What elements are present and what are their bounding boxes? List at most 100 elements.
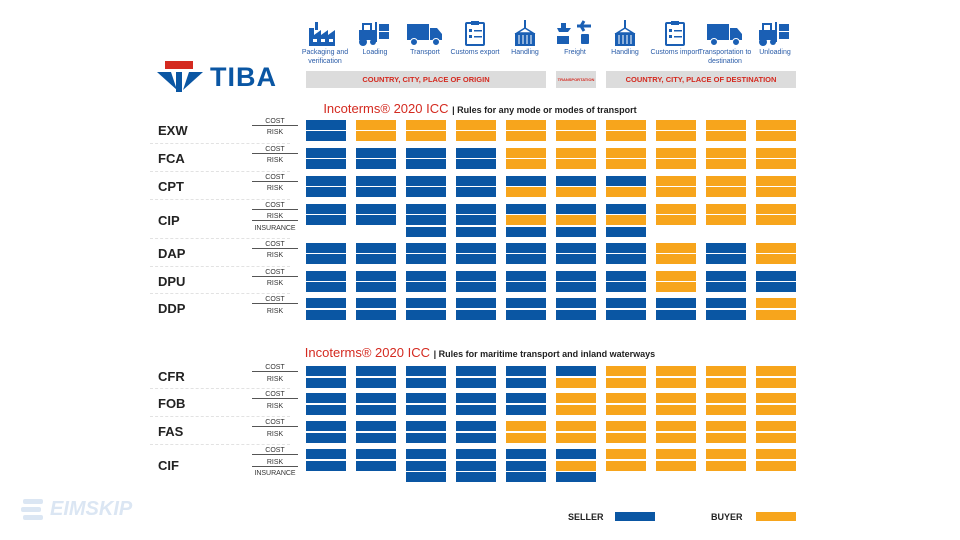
- transportation-band: TRANSPORTATION: [556, 71, 596, 88]
- seller-cell: [506, 298, 546, 308]
- buyer-cell: [656, 215, 696, 225]
- seller-cell: [306, 421, 346, 431]
- seller-cell: [406, 243, 446, 253]
- seller-cell: [306, 310, 346, 320]
- buyer-cell: [706, 366, 746, 376]
- seller-cell: [356, 243, 396, 253]
- eimskip-logo-icon: [21, 499, 43, 520]
- seller-cell: [506, 176, 546, 186]
- seller-cell: [456, 405, 496, 415]
- seller-cell: [406, 298, 446, 308]
- buyer-cell: [556, 187, 596, 197]
- buyer-cell: [656, 243, 696, 253]
- destination-band-label: COUNTRY, CITY, PLACE OF DESTINATION: [625, 75, 777, 84]
- buyer-cell: [606, 187, 646, 197]
- buyer-cell: [706, 215, 746, 225]
- seller-cell: [606, 271, 646, 281]
- row-label-risk: RISK: [266, 403, 284, 410]
- row-label-cost: COST: [252, 391, 298, 399]
- seller-cell: [406, 472, 446, 482]
- multimodal-freight-icon: [555, 20, 595, 46]
- row-label-risk: RISK: [266, 280, 284, 287]
- seller-cell: [656, 298, 696, 308]
- buyer-cell: [556, 215, 596, 225]
- buyer-cell: [756, 120, 796, 130]
- seller-cell: [456, 187, 496, 197]
- seller-cell: [506, 227, 546, 237]
- seller-cell: [456, 449, 496, 459]
- seller-cell: [356, 159, 396, 169]
- seller-cell: [306, 393, 346, 403]
- buyer-cell: [706, 187, 746, 197]
- buyer-cell: [556, 393, 596, 403]
- seller-cell: [606, 243, 646, 253]
- row-label-risk: RISK: [252, 459, 298, 467]
- buyer-cell: [656, 159, 696, 169]
- term-fas: FAS: [158, 424, 184, 439]
- row-label-risk: RISK: [266, 252, 284, 259]
- buyer-cell: [606, 131, 646, 141]
- seller-cell: [356, 282, 396, 292]
- buyer-cell: [506, 215, 546, 225]
- buyer-cell: [606, 215, 646, 225]
- seller-cell: [456, 393, 496, 403]
- buyer-cell: [506, 131, 546, 141]
- seller-cell: [506, 310, 546, 320]
- seller-cell: [406, 271, 446, 281]
- buyer-cell: [606, 378, 646, 388]
- seller-cell: [356, 433, 396, 443]
- row-divider: [150, 444, 290, 445]
- term-cfr: CFR: [158, 369, 185, 384]
- row-label-cost: COST: [252, 146, 298, 154]
- section-title: Incoterms® 2020 ICC | Rules for any mode…: [0, 101, 960, 116]
- seller-cell: [356, 298, 396, 308]
- legend-seller-label: SELLER: [568, 512, 604, 522]
- buyer-cell: [706, 378, 746, 388]
- row-divider: [150, 199, 290, 200]
- seller-cell: [406, 176, 446, 186]
- forklift-icon: [755, 20, 795, 46]
- crane-container-icon: [505, 20, 545, 46]
- row-divider: [150, 171, 290, 172]
- row-label-cost: COST: [252, 174, 298, 182]
- buyer-cell: [756, 176, 796, 186]
- seller-cell: [506, 393, 546, 403]
- seller-cell: [606, 254, 646, 264]
- step-label: Handling: [611, 49, 639, 56]
- row-divider: [150, 416, 290, 417]
- seller-cell: [456, 243, 496, 253]
- tiba-logo: TIBA: [155, 60, 295, 94]
- buyer-cell: [456, 131, 496, 141]
- buyer-cell: [656, 282, 696, 292]
- seller-cell: [606, 204, 646, 214]
- seller-cell: [356, 378, 396, 388]
- buyer-cell: [756, 393, 796, 403]
- seller-cell: [406, 227, 446, 237]
- seller-cell: [506, 243, 546, 253]
- row-label-risk: RISK: [266, 308, 284, 315]
- step-label: Freight: [564, 49, 586, 56]
- seller-cell: [456, 461, 496, 471]
- row-divider: [150, 238, 290, 239]
- seller-cell: [306, 378, 346, 388]
- buyer-cell: [656, 254, 696, 264]
- seller-cell: [406, 449, 446, 459]
- seller-cell: [356, 421, 396, 431]
- buyer-cell: [756, 148, 796, 158]
- clipboard-icon: [455, 20, 495, 46]
- legend-buyer-swatch: [756, 512, 796, 521]
- row-label-risk: RISK: [266, 185, 284, 192]
- buyer-cell: [556, 405, 596, 415]
- buyer-cell: [606, 421, 646, 431]
- buyer-cell: [706, 148, 746, 158]
- row-label-risk: RISK: [266, 157, 284, 164]
- seller-cell: [556, 204, 596, 214]
- factory-icon: [305, 20, 345, 46]
- term-fca: FCA: [158, 150, 185, 166]
- step-label: Packaging and verification: [301, 49, 349, 65]
- seller-cell: [306, 215, 346, 225]
- buyer-cell: [656, 405, 696, 415]
- buyer-cell: [656, 120, 696, 130]
- clipboard-icon: [655, 20, 695, 46]
- seller-cell: [506, 449, 546, 459]
